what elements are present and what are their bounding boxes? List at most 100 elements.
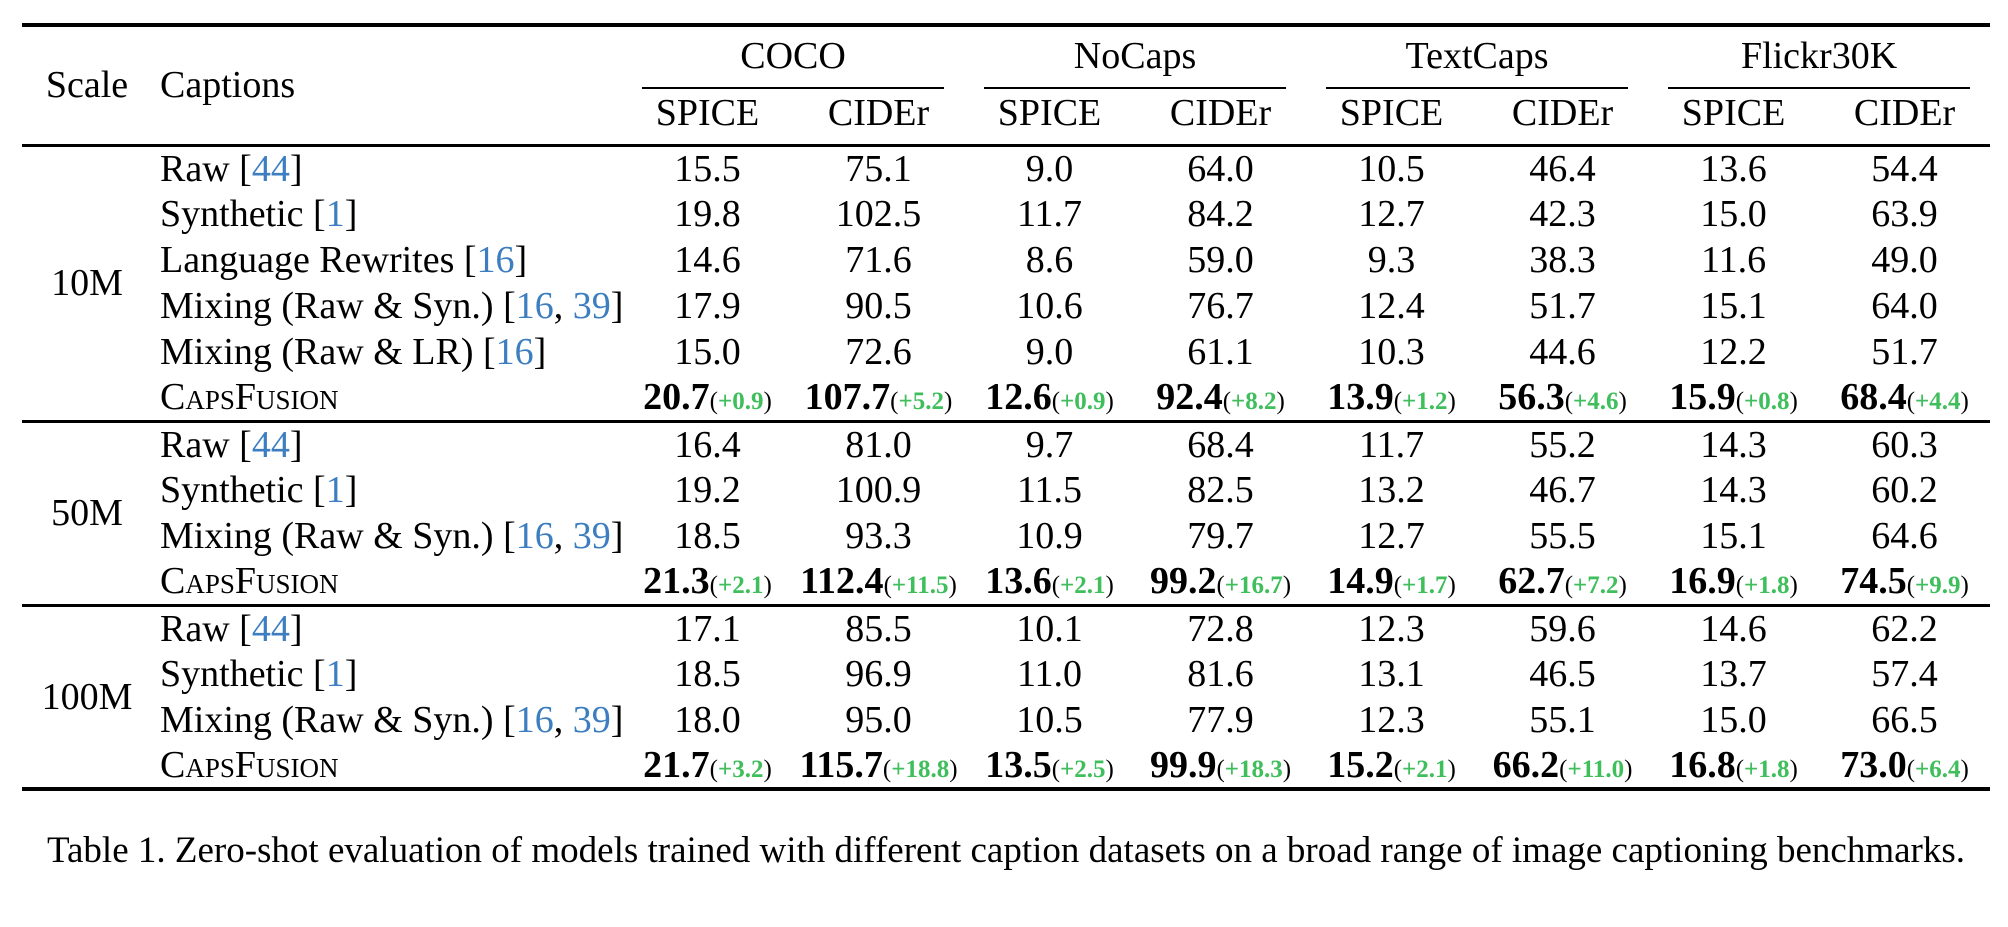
caption-method-label: Raw [44] xyxy=(160,423,303,466)
table-caption: Table 1. Zero-shot evaluation of models … xyxy=(46,830,1966,871)
table-row: CapsFusion 20.7(+0.9) 107.7(+5.2) 12.6(+0.9… xyxy=(22,375,1990,421)
gain-annotation: (+4.6) xyxy=(1564,388,1627,416)
table-row: Mixing (Raw & Syn.) [16, 39] 18.5 93.3 10.9… xyxy=(22,513,1990,559)
table-row: Synthetic [1] 19.8 102.5 11.7 84.2 12.7 42.3 15… xyxy=(22,191,1990,237)
metric-value: 115.7(+18.8) xyxy=(793,743,964,789)
metric-value: 11.7 xyxy=(1358,423,1425,466)
metric-value: 12.7 xyxy=(1358,193,1425,235)
method-name: Synthetic xyxy=(160,193,304,235)
metric-value: 12.2 xyxy=(1700,331,1767,373)
metric-value: 13.2 xyxy=(1358,469,1425,511)
method-name: Raw xyxy=(160,423,230,466)
metric-value: 72.8 xyxy=(1187,607,1254,650)
metric-value: 64.0 xyxy=(1871,285,1938,327)
citation-link[interactable]: 16 xyxy=(515,699,554,741)
method-name: CapsFusion xyxy=(160,376,339,419)
best-value: 12.6 xyxy=(985,376,1052,419)
citation-link[interactable]: 16 xyxy=(495,331,534,373)
metric-value: 14.6 xyxy=(674,239,741,281)
metric-value: 112.4(+11.5) xyxy=(793,559,964,605)
best-value: 15.9 xyxy=(1669,376,1736,419)
metric-value: 13.5(+2.5) xyxy=(964,743,1135,789)
caption-method-label: CapsFusion xyxy=(152,559,622,605)
gain-value: +1.2 xyxy=(1402,388,1448,416)
table-row: Mixing (Raw & Syn.) [16, 39] 17.9 90.5 10.6… xyxy=(22,283,1990,329)
metric-value: 63.9 xyxy=(1871,193,1938,235)
citation-link[interactable]: 1 xyxy=(325,193,345,235)
caption-method-label: CapsFusion xyxy=(152,375,622,421)
metric-value: 15.0 xyxy=(1700,699,1767,741)
metric-value: 10.6 xyxy=(1016,285,1083,327)
metric-value: 74.5(+9.9) xyxy=(1819,559,1990,605)
method-name: Synthetic xyxy=(160,469,304,511)
table-row: Mixing (Raw & Syn.) [16, 39] 18.0 95.0 10.5… xyxy=(22,697,1990,743)
col-header-cider: CIDEr xyxy=(1511,92,1614,135)
metric-value: 75.1 xyxy=(845,147,912,190)
metric-value: 19.8 xyxy=(674,193,741,235)
table-row: Synthetic [1] 18.5 96.9 11.0 81.6 13.1 46.5 13.… xyxy=(22,651,1990,697)
metric-value: 85.5 xyxy=(845,607,912,650)
metric-value: 15.1 xyxy=(1700,285,1767,327)
metric-value: 107.7(+5.2) xyxy=(793,375,964,421)
metric-header-row: SPICE CIDEr SPICE CIDEr SPICE CIDEr SPIC… xyxy=(22,89,1990,145)
best-value: 21.3 xyxy=(643,560,710,603)
metric-value: 14.9(+1.7) xyxy=(1306,559,1477,605)
col-header-scale: Scale xyxy=(45,64,129,107)
col-group-flickr30k: Flickr30K xyxy=(1648,25,1990,89)
citation-link[interactable]: 39 xyxy=(572,699,611,741)
gain-value: +3.2 xyxy=(718,756,764,783)
gain-value: +18.3 xyxy=(1224,756,1283,783)
metric-value: 60.2 xyxy=(1871,469,1938,511)
caption-method-label: Mixing (Raw & Syn.) [16, 39] xyxy=(160,699,624,741)
col-group-nocaps: NoCaps xyxy=(964,25,1306,89)
method-name: Mixing (Raw & Syn.) xyxy=(160,285,494,327)
metric-value: 71.6 xyxy=(845,239,912,281)
gain-value: +2.1 xyxy=(1060,572,1106,600)
gain-value: +0.9 xyxy=(718,388,764,416)
metric-value: 10.5 xyxy=(1358,147,1425,190)
col-header-cider: CIDEr xyxy=(1169,92,1272,135)
metric-value: 49.0 xyxy=(1871,239,1938,281)
citation-link[interactable]: 44 xyxy=(251,423,290,466)
metric-value: 64.6 xyxy=(1871,515,1938,557)
metric-value: 12.3 xyxy=(1358,607,1425,650)
col-header-spice: SPICE xyxy=(655,92,760,135)
citation-link[interactable]: 16 xyxy=(515,515,554,557)
metric-value: 66.2(+11.0) xyxy=(1477,743,1648,789)
metric-value: 51.7 xyxy=(1871,331,1938,373)
citation-link[interactable]: 44 xyxy=(251,607,290,650)
metric-value: 64.0 xyxy=(1187,147,1254,190)
metric-value: 11.7 xyxy=(1016,193,1083,235)
gain-value: +2.1 xyxy=(718,572,764,600)
metric-value: 15.0 xyxy=(1700,193,1767,235)
metric-value: 84.2 xyxy=(1187,193,1254,235)
metric-value: 102.5 xyxy=(835,193,922,235)
citation-link[interactable]: 39 xyxy=(572,515,611,557)
metric-value: 11.5 xyxy=(1016,469,1083,511)
best-value: 73.0 xyxy=(1840,744,1907,786)
best-value: 13.5 xyxy=(985,744,1052,786)
metric-value: 57.4 xyxy=(1871,653,1938,695)
metric-value: 8.6 xyxy=(1025,239,1074,281)
metric-value: 81.6 xyxy=(1187,653,1254,695)
gain-value: +0.9 xyxy=(1060,388,1106,416)
citation-link[interactable]: 39 xyxy=(572,285,611,327)
metric-value: 21.3(+2.1) xyxy=(622,559,793,605)
col-header-cider: CIDEr xyxy=(827,92,930,135)
best-value: 13.6 xyxy=(985,560,1052,603)
metric-value: 46.7 xyxy=(1529,469,1596,511)
metric-value: 9.7 xyxy=(1025,423,1074,466)
citation-link[interactable]: 1 xyxy=(325,653,345,695)
gain-annotation: (+11.5) xyxy=(883,572,957,600)
metric-value: 90.5 xyxy=(845,285,912,327)
citation-link[interactable]: 16 xyxy=(476,239,515,281)
best-value: 56.3 xyxy=(1498,376,1565,419)
citation-link[interactable]: 1 xyxy=(325,469,345,511)
metric-value: 14.3 xyxy=(1700,469,1767,511)
scale-group-10m: 10M Raw [44] 15.5 75.1 9.0 64.0 10.5 46.4 13.6 54… xyxy=(22,145,1991,421)
citation-link[interactable]: 44 xyxy=(251,147,290,190)
scale-group-50m: 50M Raw [44] 16.4 81.0 9.7 68.4 11.7 55.2 14.3 60… xyxy=(22,421,1991,605)
method-name: Raw xyxy=(160,147,230,190)
citation-link[interactable]: 16 xyxy=(515,285,554,327)
best-value: 20.7 xyxy=(643,376,710,419)
